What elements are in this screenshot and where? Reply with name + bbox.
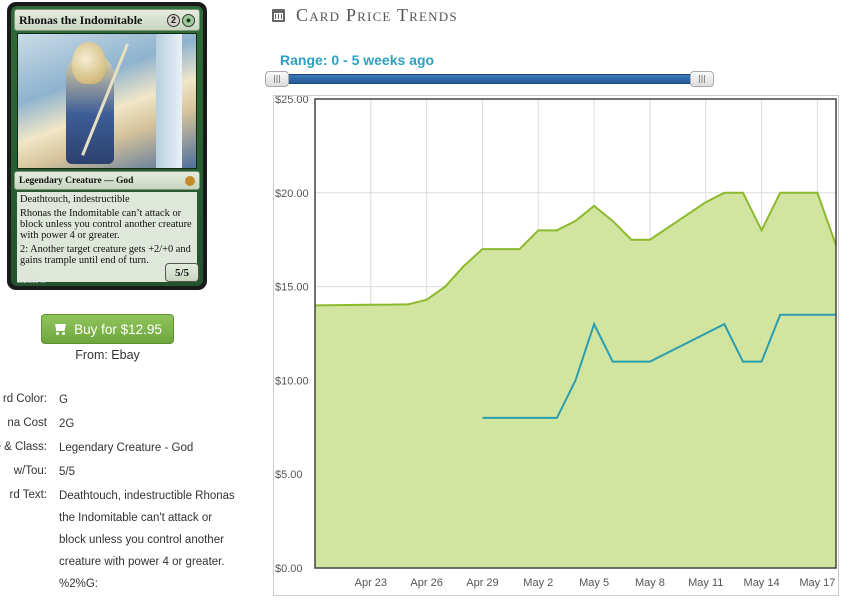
- detail-value: 5/5: [59, 466, 75, 478]
- mana-green-icon: ●: [182, 13, 195, 27]
- x-tick-label: Apr 26: [410, 577, 442, 589]
- card-collector-number: 182/269 M: [17, 279, 46, 285]
- y-tick-label: $25.00: [275, 96, 309, 106]
- y-tick-label: $20.00: [275, 188, 309, 200]
- art-tower: [156, 34, 182, 168]
- detail-label: e & Class:: [0, 441, 47, 453]
- detail-row-power-toughness: w/Tou: 5/5: [0, 461, 240, 485]
- x-tick-label: May 14: [744, 577, 780, 589]
- detail-value: Deathtouch, indestructible Rhonas the In…: [59, 490, 235, 590]
- range-slider-handle-start[interactable]: [265, 71, 289, 87]
- mana-generic-icon: 2: [167, 13, 180, 27]
- detail-row-type: e & Class: Legendary Creature - God: [0, 437, 240, 461]
- buy-button-label: Buy for $12.95: [74, 321, 162, 337]
- plot-border: [314, 98, 837, 569]
- card-image: Rhonas the Indomitable 2 ● Legendary Cre…: [7, 2, 207, 290]
- detail-label: rd Text:: [9, 489, 48, 501]
- y-tick-label: $0.00: [275, 563, 303, 575]
- detail-row-text: rd Text: Deathtouch, indestructible Rhon…: [0, 485, 240, 590]
- card-title-bar: Rhonas the Indomitable 2 ●: [14, 9, 200, 31]
- power-toughness-box: 5/5: [165, 263, 199, 282]
- card-text-line: 2: Another target creature gets +2/+0 an…: [20, 244, 191, 266]
- card-frame: Rhonas the Indomitable 2 ● Legendary Cre…: [11, 6, 203, 286]
- calendar-icon: [272, 9, 285, 22]
- detail-value: 2G: [59, 418, 75, 430]
- set-symbol-icon: [185, 175, 195, 186]
- x-tick-label: May 5: [579, 577, 609, 589]
- card-text-line: Rhonas the Indomitable can’t attack or b…: [20, 208, 192, 241]
- card-art: [17, 33, 197, 169]
- price-chart-svg: $0.00 $5.00 $10.00 $15.00 $20.00 $25.00 Apr 23…: [275, 96, 837, 589]
- x-tick-label: Apr 23: [355, 577, 387, 589]
- card-type-bar: Legendary Creature — God: [14, 171, 200, 190]
- buy-button[interactable]: Buy for $12.95: [41, 314, 174, 344]
- series-line-1: [314, 191, 837, 307]
- detail-value: G: [59, 394, 68, 406]
- detail-label: rd Color:: [2, 393, 47, 405]
- chart-title: Card Price Trends: [296, 5, 458, 25]
- x-tick-label: May 11: [688, 577, 723, 589]
- price-chart: $0.00 $5.00 $10.00 $15.00 $20.00 $25.00 Apr 23…: [273, 95, 839, 596]
- shopping-cart-icon: [53, 323, 68, 335]
- art-head: [72, 42, 106, 84]
- detail-label: na Cost: [7, 417, 47, 429]
- card-name: Rhonas the Indomitable: [19, 12, 143, 27]
- y-tick-label: $15.00: [275, 282, 309, 294]
- detail-value: Legendary Creature - God: [59, 442, 194, 454]
- x-tick-label: May 2: [523, 577, 553, 589]
- seller-label: From: Ebay: [75, 348, 140, 362]
- x-tick-label: Apr 29: [466, 577, 498, 589]
- y-tick-label: $10.00: [275, 375, 309, 387]
- range-slider-handle-end[interactable]: [690, 71, 714, 87]
- detail-label: w/Tou:: [13, 465, 47, 477]
- card-text-line: Deathtouch, indestructible: [20, 194, 130, 205]
- card-details: rd Color: G na Cost 2G e & Class: Legend…: [0, 389, 240, 590]
- x-tick-label: May 17: [799, 577, 835, 589]
- mana-cost: 2 ●: [167, 13, 195, 27]
- range-label: Range: 0 - 5 weeks ago: [280, 52, 435, 68]
- x-tick-label: May 8: [635, 577, 665, 589]
- card-type-line: Legendary Creature — God: [19, 175, 134, 186]
- detail-row-color: rd Color: G: [0, 389, 240, 413]
- range-slider-track[interactable]: [270, 74, 710, 84]
- detail-row-mana-cost: na Cost 2G: [0, 413, 240, 437]
- series-line-2: [482, 313, 836, 419]
- y-tick-label: $5.00: [275, 469, 303, 481]
